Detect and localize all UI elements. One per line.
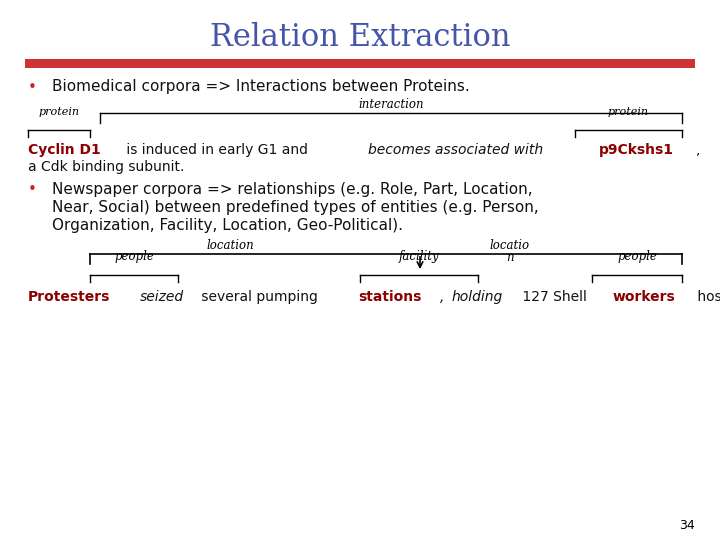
Text: people: people (617, 250, 657, 263)
Text: holding: holding (451, 290, 503, 304)
Text: locatio: locatio (490, 239, 530, 252)
Text: Protesters: Protesters (28, 290, 110, 304)
Text: ,: , (696, 143, 701, 157)
Text: workers: workers (612, 290, 675, 304)
Text: 127 Shell: 127 Shell (518, 290, 591, 304)
Text: 34: 34 (679, 519, 695, 532)
Bar (25, 58, 695, 68)
Text: facility: facility (399, 250, 439, 263)
Text: Organization, Facility, Location, Geo-Political).: Organization, Facility, Location, Geo-Po… (52, 218, 403, 233)
Text: is induced in early G1 and: is induced in early G1 and (122, 143, 312, 157)
Text: •: • (28, 182, 37, 197)
Text: •: • (28, 80, 37, 95)
Text: p9Ckshs1: p9Ckshs1 (599, 143, 674, 157)
Text: a Cdk binding subunit.: a Cdk binding subunit. (28, 159, 184, 173)
Text: people: people (114, 250, 154, 263)
Text: Near, Social) between predefined types of entities (e.g. Person,: Near, Social) between predefined types o… (52, 200, 539, 215)
Text: location: location (206, 239, 254, 252)
Text: stations: stations (359, 290, 422, 304)
Text: ,: , (440, 290, 445, 304)
Text: Cyclin D1: Cyclin D1 (28, 143, 101, 157)
Text: Newspaper corpora => relationships (e.g. Role, Part, Location,: Newspaper corpora => relationships (e.g.… (52, 182, 533, 197)
Text: Relation Extraction: Relation Extraction (210, 22, 510, 53)
Text: several pumping: several pumping (197, 290, 322, 304)
Text: hostage.: hostage. (693, 290, 720, 304)
Text: interaction: interaction (358, 98, 424, 111)
Text: protein: protein (38, 107, 79, 117)
Text: protein: protein (608, 107, 649, 117)
Text: seized: seized (140, 290, 184, 304)
Text: becomes associated with: becomes associated with (367, 143, 547, 157)
Text: n: n (506, 251, 514, 264)
Text: Biomedical corpora => Interactions between Proteins.: Biomedical corpora => Interactions betwe… (52, 79, 469, 94)
